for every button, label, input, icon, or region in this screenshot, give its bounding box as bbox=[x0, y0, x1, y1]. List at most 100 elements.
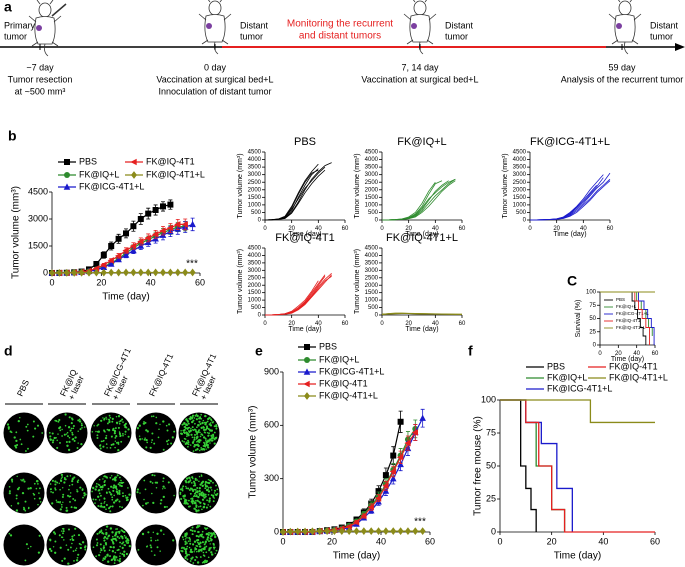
fluorescence-dot bbox=[196, 510, 198, 513]
fluorescence-dot bbox=[193, 540, 197, 543]
fluorescence-dot bbox=[56, 501, 58, 503]
fluorescence-dot bbox=[127, 435, 130, 438]
fluorescence-dot bbox=[39, 501, 42, 503]
fluorescence-dot bbox=[184, 550, 188, 553]
event-text: Vaccination at surgical bed+L bbox=[156, 74, 273, 84]
fluorescence-dot bbox=[94, 502, 96, 504]
panel-label: d bbox=[4, 343, 13, 359]
fluorescence-dot bbox=[193, 445, 196, 448]
y-tick-label: 2500 bbox=[248, 275, 262, 281]
fluorescence-dot bbox=[118, 492, 121, 496]
fluorescence-dot bbox=[180, 432, 183, 435]
y-tick-label: 1000 bbox=[365, 202, 379, 208]
fluorescence-dot bbox=[205, 545, 208, 548]
x-tick-label: 0 bbox=[497, 537, 502, 547]
fluorescence-dot bbox=[215, 436, 218, 439]
fluorescence-dot bbox=[125, 536, 127, 538]
fluorescence-dot bbox=[203, 494, 206, 496]
fluorescence-dot bbox=[119, 505, 121, 508]
column-header: FK@IQ-4T1 bbox=[147, 352, 176, 398]
fluorescence-dot bbox=[65, 509, 68, 512]
fluorescence-dot bbox=[191, 414, 195, 417]
y-tick-label: 3000 bbox=[365, 268, 379, 274]
fluorescence-dot bbox=[187, 441, 190, 444]
marker bbox=[390, 527, 397, 536]
x-tick-label: 40 bbox=[432, 226, 439, 232]
event-tick-label: 59 day bbox=[608, 62, 636, 72]
fluorescence-dot bbox=[204, 540, 207, 543]
fluorescence-dot bbox=[200, 494, 203, 497]
fluorescence-dot bbox=[136, 491, 139, 494]
fluorescence-dot bbox=[202, 536, 205, 539]
marker bbox=[294, 527, 301, 536]
fluorescence-dot bbox=[188, 417, 191, 420]
fluorescence-dot bbox=[74, 549, 77, 552]
fluorescence-dot bbox=[113, 484, 116, 487]
fluorescence-dot bbox=[52, 439, 55, 442]
x-tick-label: 20 bbox=[96, 278, 106, 288]
fluorescence-dot bbox=[73, 439, 76, 442]
fluorescence-dot bbox=[193, 501, 197, 505]
fluorescence-dot bbox=[204, 487, 207, 490]
fluorescence-dot bbox=[207, 428, 210, 430]
y-tick-label: 0 bbox=[258, 218, 262, 224]
panel-label: b bbox=[8, 128, 17, 144]
fluorescence-dot bbox=[113, 431, 116, 433]
fluorescence-dot bbox=[96, 436, 99, 440]
y-tick-label: 4500 bbox=[28, 186, 48, 196]
fluorescence-dot bbox=[119, 433, 121, 436]
fluorescence-dot bbox=[70, 506, 73, 509]
marker bbox=[412, 527, 419, 536]
x-axis-title: Time (day) bbox=[288, 231, 321, 238]
fluorescence-dot bbox=[213, 431, 216, 434]
series-line bbox=[381, 180, 456, 221]
fluorescence-dot bbox=[185, 441, 188, 444]
y-tick-label: 2500 bbox=[365, 275, 379, 281]
marker bbox=[382, 482, 389, 490]
fluorescence-dot bbox=[56, 439, 58, 442]
fluorescence-dot bbox=[103, 430, 106, 433]
fluorescence-dot bbox=[184, 552, 188, 555]
fluorescence-dot bbox=[79, 546, 82, 550]
marker bbox=[353, 527, 360, 536]
fluorescence-dot bbox=[112, 542, 115, 545]
fluorescence-dot bbox=[145, 429, 148, 432]
fluorescence-dot bbox=[187, 487, 190, 490]
fluorescence-dot bbox=[118, 476, 121, 479]
fluorescence-dot bbox=[143, 438, 146, 441]
event-text: Analysis of the recurrent tumor bbox=[561, 74, 684, 84]
fluorescence-dot bbox=[209, 479, 211, 482]
fluorescence-dot bbox=[25, 543, 28, 546]
fluorescence-dot bbox=[112, 489, 115, 492]
fluorescence-dot bbox=[35, 487, 38, 490]
fluorescence-dot bbox=[188, 480, 191, 483]
fluorescence-dot bbox=[54, 533, 56, 535]
fluorescence-dot bbox=[208, 540, 210, 543]
marker bbox=[160, 268, 166, 277]
event-tick-label: −7 day bbox=[26, 62, 54, 72]
fluorescence-dot bbox=[124, 433, 126, 436]
fluorescence-dot bbox=[76, 480, 79, 483]
fluorescence-dot bbox=[193, 492, 197, 495]
fluorescence-dot bbox=[63, 476, 66, 479]
fluorescence-dot bbox=[54, 480, 57, 483]
fluorescence-dot bbox=[196, 448, 199, 451]
y-tick-label: 100 bbox=[481, 394, 496, 404]
y-tick-label: 1500 bbox=[365, 290, 379, 296]
fluorescence-dot bbox=[120, 481, 124, 485]
fluorescence-dot bbox=[184, 442, 187, 445]
fluorescence-dot bbox=[112, 558, 115, 560]
fluorescence-dot bbox=[107, 418, 111, 421]
fluorescence-dot bbox=[55, 499, 58, 502]
fluorescence-dot bbox=[198, 417, 201, 420]
fluorescence-dot bbox=[166, 429, 169, 432]
fluorescence-dot bbox=[180, 497, 183, 501]
fluorescence-dot bbox=[8, 485, 11, 488]
fluorescence-dot bbox=[213, 442, 216, 445]
marker bbox=[144, 234, 151, 242]
fluorescence-dot bbox=[60, 536, 63, 539]
fluorescence-dot bbox=[103, 483, 106, 487]
fluorescence-dot bbox=[150, 441, 153, 444]
fluorescence-dot bbox=[198, 487, 201, 490]
fluorescence-dot bbox=[102, 559, 104, 562]
